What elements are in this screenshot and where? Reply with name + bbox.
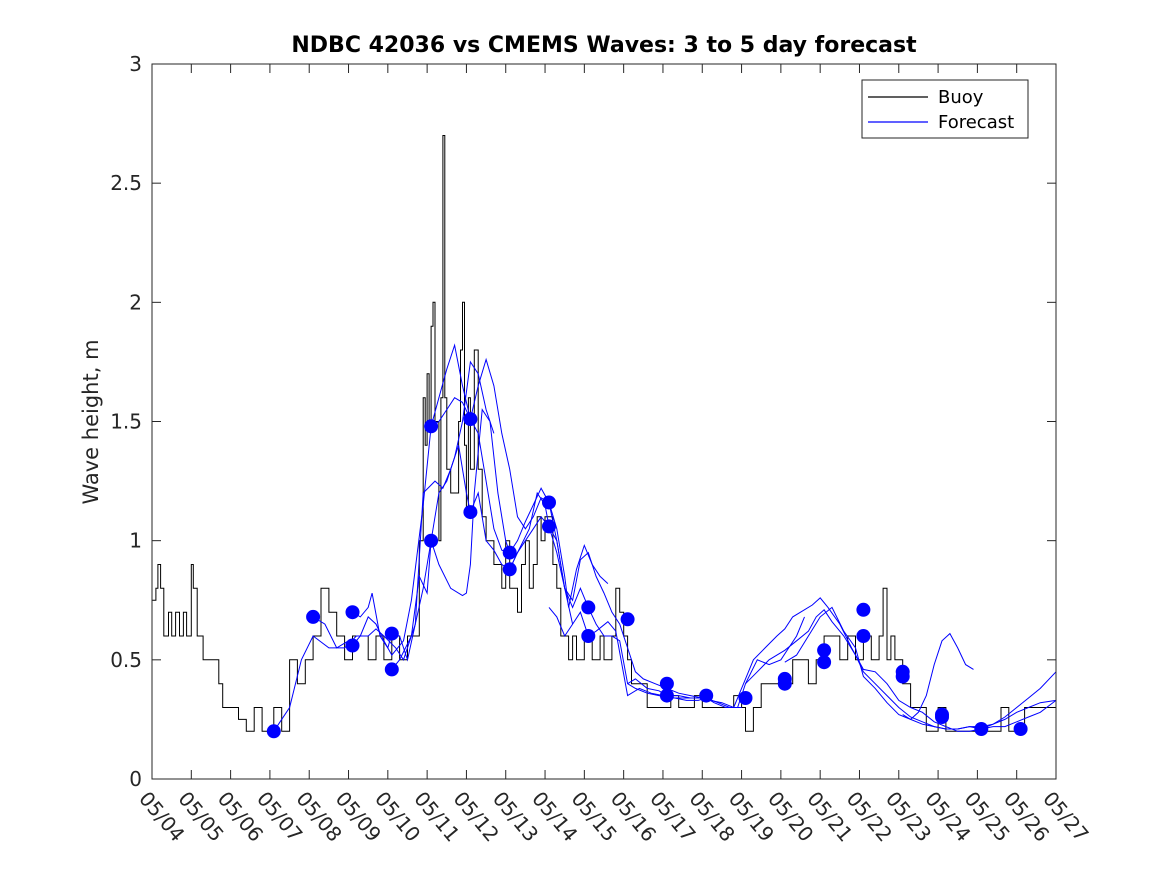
forecast-marker <box>463 505 478 520</box>
forecast-marker <box>817 643 832 658</box>
forecast-marker <box>935 710 949 724</box>
forecast-series-line-11 <box>902 632 974 721</box>
buoy-series-line <box>152 135 1056 732</box>
legend-label-buoy: Buoy <box>938 87 984 108</box>
forecast-marker <box>777 676 792 691</box>
y-tick-label: 2.5 <box>110 171 142 195</box>
forecast-series-line-3 <box>352 445 574 662</box>
forecast-marker <box>384 662 399 677</box>
plot-frame <box>151 63 1057 780</box>
legend-label-forecast: Forecast <box>938 112 1014 133</box>
forecast-marker <box>306 609 321 624</box>
forecast-marker <box>581 600 596 615</box>
y-tick-label: 1 <box>129 529 142 553</box>
forecast-marker <box>542 519 556 534</box>
legend-box <box>861 79 1029 139</box>
forecast-marker <box>384 626 399 641</box>
legend: Buoy Forecast <box>861 79 1029 139</box>
forecast-marker <box>856 629 871 643</box>
forecast-marker <box>895 669 910 684</box>
forecast-marker <box>699 688 714 703</box>
forecast-marker <box>817 655 832 670</box>
series-layer <box>152 135 1057 732</box>
forecast-marker <box>502 562 517 577</box>
y-tick-labels: 0 0.5 1 1.5 2 2.5 3 <box>110 52 142 791</box>
forecast-marker <box>345 638 360 653</box>
forecast-marker <box>424 419 439 434</box>
forecast-marker <box>620 612 635 627</box>
forecast-series-line-9 <box>745 609 1057 730</box>
forecast-marker <box>345 605 360 620</box>
forecast-series-line-7 <box>548 607 805 708</box>
forecast-series-line-10 <box>784 606 1057 730</box>
forecast-marker <box>463 412 478 427</box>
forecast-marker <box>502 545 517 560</box>
forecast-marker <box>659 676 674 691</box>
y-tick-label: 2 <box>129 290 142 314</box>
forecast-marker <box>581 629 596 643</box>
forecast-marker <box>856 602 871 617</box>
y-axis-label: Wave height, m <box>79 339 103 504</box>
y-tick-label: 0 <box>129 767 142 791</box>
forecast-marker <box>424 533 439 548</box>
chart-title: NDBC 42036 vs CMEMS Waves: 3 to 5 day fo… <box>291 33 917 58</box>
forecast-marker <box>974 722 989 736</box>
forecast-marker <box>1013 722 1028 736</box>
forecast-marker <box>266 724 281 739</box>
forecast-marker <box>542 495 556 510</box>
y-tick-label: 0.5 <box>110 648 142 672</box>
forecast-markers <box>266 412 1028 739</box>
plot-area <box>152 64 1056 779</box>
forecast-marker <box>659 688 674 703</box>
forecast-marker <box>738 691 753 705</box>
forecast-series-line-1 <box>273 360 495 732</box>
forecast-series-line-5 <box>430 357 703 699</box>
y-tick-label: 1.5 <box>110 410 142 434</box>
axis-ticks <box>151 63 1057 780</box>
y-tick-label: 3 <box>129 52 142 76</box>
